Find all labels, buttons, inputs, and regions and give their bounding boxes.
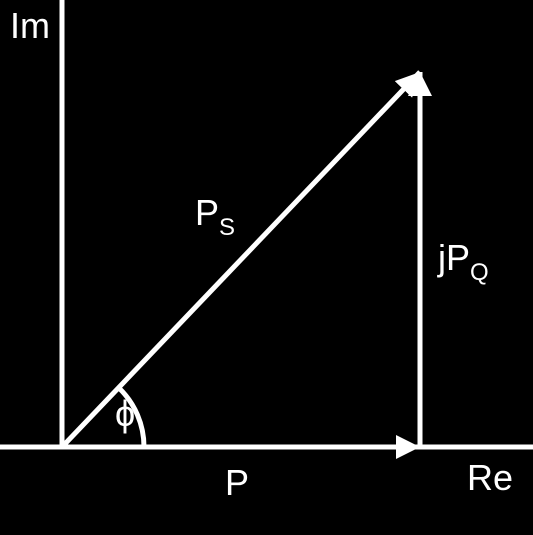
label-im: Im <box>10 5 50 46</box>
label-re: Re <box>467 457 513 498</box>
power-triangle-diagram: ImRePPSjPQϕ <box>0 0 533 535</box>
label-phi: ϕ <box>115 393 135 434</box>
label-P: P <box>225 462 249 503</box>
diagram-svg: ImRePPSjPQϕ <box>0 0 533 535</box>
